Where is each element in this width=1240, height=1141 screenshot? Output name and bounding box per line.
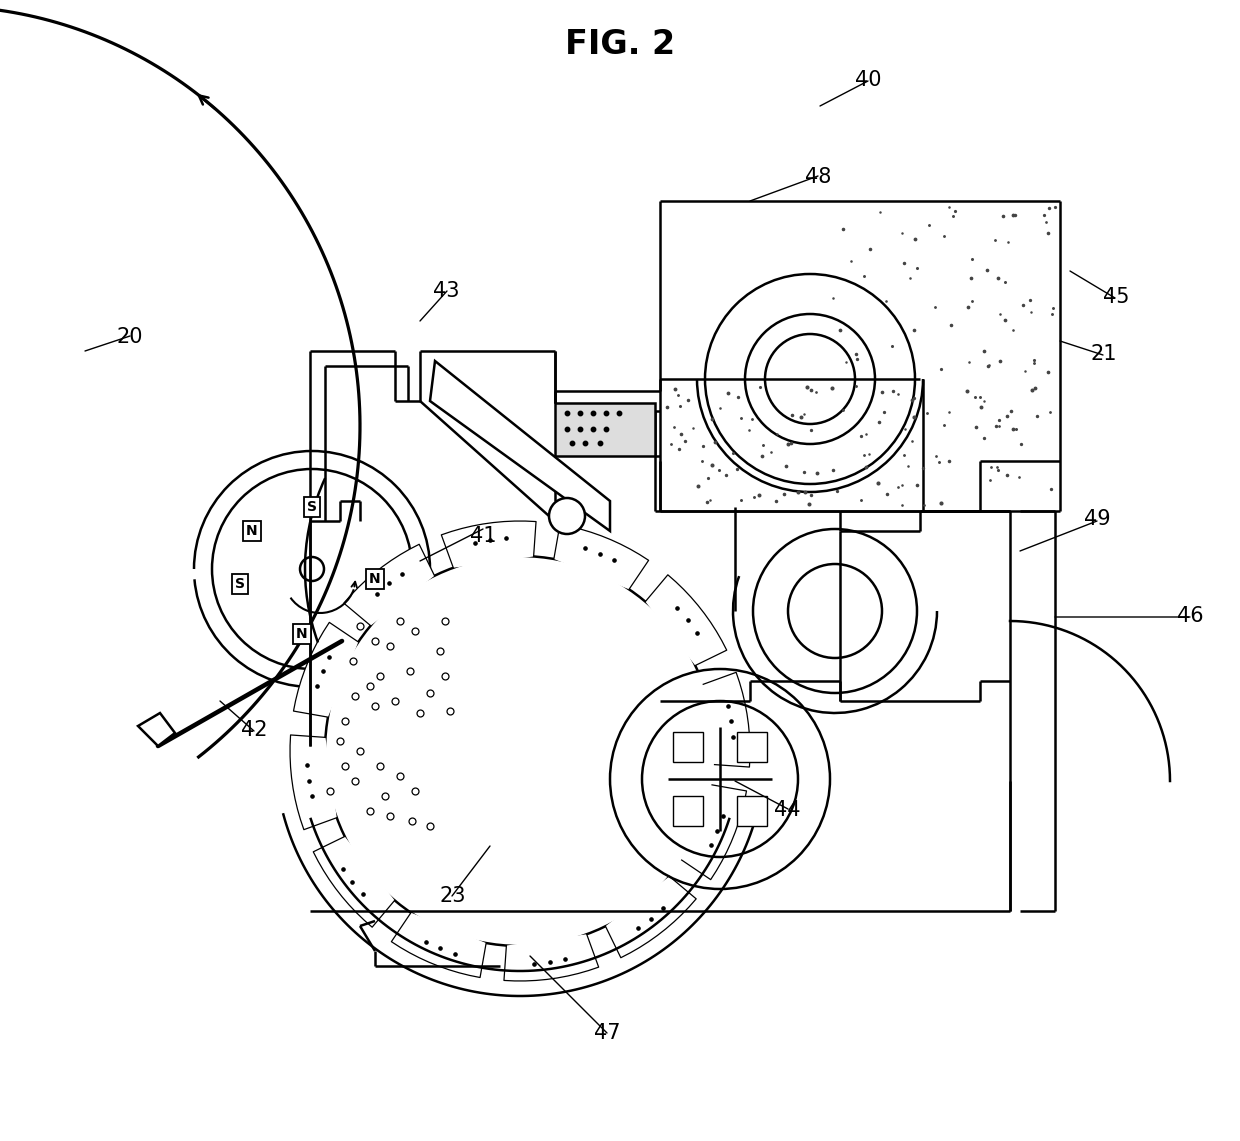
Text: 23: 23 [439, 885, 466, 906]
Circle shape [706, 274, 915, 484]
Text: 46: 46 [1177, 606, 1204, 626]
Circle shape [440, 671, 600, 831]
Polygon shape [430, 361, 610, 531]
Circle shape [212, 469, 412, 669]
Polygon shape [441, 521, 536, 568]
Text: 44: 44 [774, 800, 801, 820]
Polygon shape [605, 876, 696, 957]
Text: 42: 42 [241, 720, 268, 741]
Bar [673, 795, 703, 826]
Text: 47: 47 [594, 1022, 621, 1043]
Text: S: S [308, 500, 317, 513]
Text: 49: 49 [1084, 509, 1111, 529]
Text: 20: 20 [117, 326, 144, 347]
Circle shape [642, 701, 799, 857]
Text: N: N [370, 572, 381, 586]
Circle shape [610, 669, 830, 889]
Polygon shape [554, 525, 649, 590]
Bar [737, 733, 766, 762]
Polygon shape [645, 575, 727, 665]
Circle shape [325, 556, 715, 946]
Bar [737, 795, 766, 826]
Text: 41: 41 [470, 526, 497, 547]
Text: 45: 45 [1102, 286, 1130, 307]
Circle shape [745, 314, 875, 444]
Polygon shape [290, 735, 337, 830]
Circle shape [549, 497, 585, 534]
Circle shape [765, 334, 856, 424]
Polygon shape [503, 934, 599, 981]
Text: N: N [296, 628, 308, 641]
Polygon shape [294, 622, 358, 718]
Text: N: N [247, 524, 258, 539]
Circle shape [753, 529, 918, 693]
Text: FIG. 2: FIG. 2 [565, 29, 675, 60]
Circle shape [787, 564, 882, 658]
Bar [556, 403, 655, 456]
Polygon shape [703, 672, 750, 767]
Polygon shape [392, 913, 486, 978]
Polygon shape [138, 713, 175, 746]
Polygon shape [314, 836, 394, 928]
Polygon shape [343, 544, 434, 625]
Text: 48: 48 [805, 167, 832, 187]
Polygon shape [682, 785, 746, 880]
Text: 43: 43 [433, 281, 460, 301]
Text: 40: 40 [854, 70, 882, 90]
Text: 21: 21 [1090, 343, 1117, 364]
Text: S: S [236, 577, 246, 591]
Bar [673, 733, 703, 762]
